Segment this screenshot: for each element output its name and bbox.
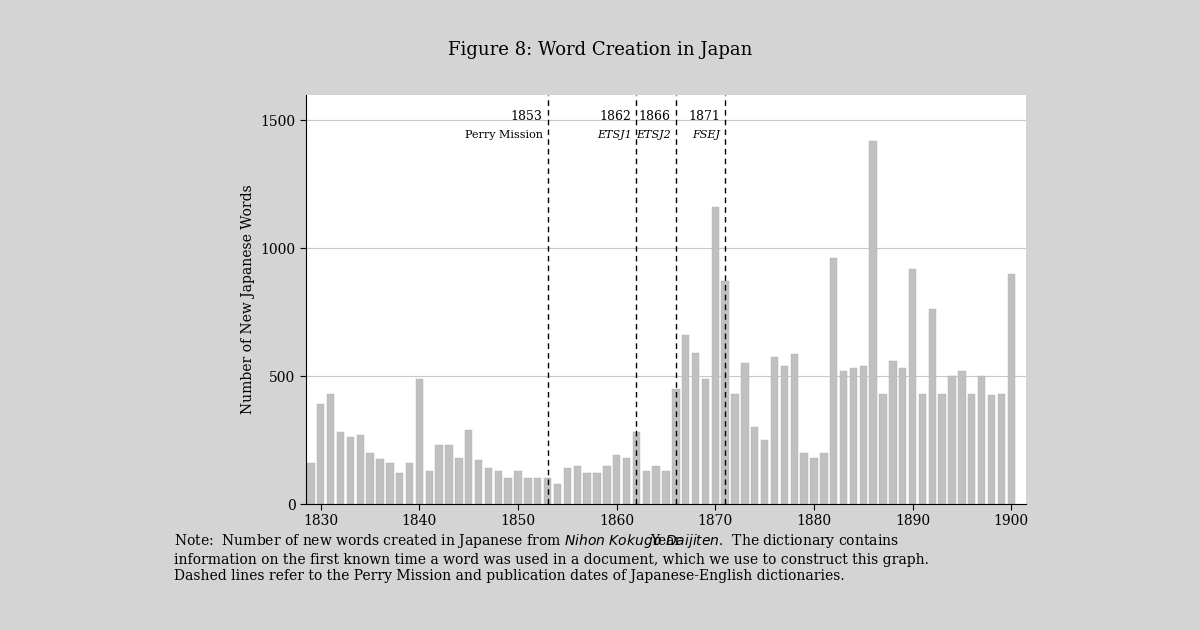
Bar xyxy=(377,459,384,504)
Bar xyxy=(642,471,650,504)
Text: ETSJ2: ETSJ2 xyxy=(636,130,671,140)
Bar xyxy=(859,366,866,504)
Bar xyxy=(702,379,709,504)
Bar xyxy=(870,140,877,504)
Bar xyxy=(396,473,403,504)
Bar xyxy=(623,458,630,504)
Text: Note:  Number of new words created in Japanese from $\it{Nihon\ Kokugo\ Daijiten: Note: Number of new words created in Jap… xyxy=(174,532,929,583)
Bar xyxy=(386,463,394,504)
Bar xyxy=(593,473,601,504)
Bar xyxy=(800,453,808,504)
Bar xyxy=(504,478,512,504)
Bar xyxy=(731,394,739,504)
Bar xyxy=(564,468,571,504)
Text: 1862: 1862 xyxy=(600,110,631,123)
Bar xyxy=(653,466,660,504)
Bar xyxy=(485,468,492,504)
Bar xyxy=(770,357,778,504)
Bar xyxy=(929,309,936,504)
Bar xyxy=(997,394,1006,504)
X-axis label: Year: Year xyxy=(650,534,682,548)
Text: Figure 8: Word Creation in Japan: Figure 8: Word Creation in Japan xyxy=(448,41,752,59)
Bar xyxy=(919,394,926,504)
Bar xyxy=(515,471,522,504)
Bar xyxy=(948,376,955,504)
Bar xyxy=(840,371,847,504)
Bar xyxy=(830,258,838,504)
Bar xyxy=(632,432,640,504)
Bar xyxy=(820,453,828,504)
Bar xyxy=(574,466,581,504)
Bar xyxy=(662,471,670,504)
Bar xyxy=(692,353,700,504)
Bar xyxy=(494,471,502,504)
Text: ETSJ1: ETSJ1 xyxy=(596,130,631,140)
Bar xyxy=(751,427,758,504)
Y-axis label: Number of New Japanese Words: Number of New Japanese Words xyxy=(241,185,254,414)
Bar xyxy=(604,466,611,504)
Bar xyxy=(908,268,917,504)
Bar xyxy=(534,478,541,504)
Bar xyxy=(466,430,473,504)
Bar xyxy=(850,369,857,504)
Bar xyxy=(347,437,354,504)
Bar xyxy=(524,478,532,504)
Bar xyxy=(613,455,620,504)
Bar xyxy=(742,364,749,504)
Text: 1866: 1866 xyxy=(638,110,671,123)
Bar xyxy=(978,376,985,504)
Bar xyxy=(366,453,374,504)
Bar xyxy=(938,394,946,504)
Bar xyxy=(455,458,462,504)
Text: 1853: 1853 xyxy=(511,110,542,123)
Bar xyxy=(554,484,562,504)
Bar xyxy=(968,394,976,504)
Bar xyxy=(326,394,335,504)
Bar xyxy=(1008,273,1015,504)
Bar xyxy=(899,369,906,504)
Bar xyxy=(761,440,768,504)
Bar xyxy=(415,379,424,504)
Bar xyxy=(781,366,788,504)
Bar xyxy=(583,473,590,504)
Bar xyxy=(721,282,728,504)
Text: 1871: 1871 xyxy=(689,110,720,123)
Bar xyxy=(475,461,482,504)
Bar xyxy=(356,435,364,504)
Bar xyxy=(337,432,344,504)
Bar xyxy=(791,354,798,504)
Bar xyxy=(889,360,896,504)
Bar xyxy=(426,471,433,504)
Bar xyxy=(682,335,690,504)
Text: FSEJ: FSEJ xyxy=(692,130,720,140)
Bar xyxy=(436,445,443,504)
Bar xyxy=(672,389,679,504)
Bar xyxy=(544,478,551,504)
Text: Perry Mission: Perry Mission xyxy=(464,130,542,140)
Bar xyxy=(712,207,719,504)
Bar xyxy=(880,394,887,504)
Bar xyxy=(958,371,966,504)
Bar xyxy=(988,395,995,504)
Bar xyxy=(406,463,413,504)
Bar xyxy=(810,458,817,504)
Bar xyxy=(317,404,324,504)
Bar xyxy=(307,463,314,504)
Bar xyxy=(445,445,452,504)
